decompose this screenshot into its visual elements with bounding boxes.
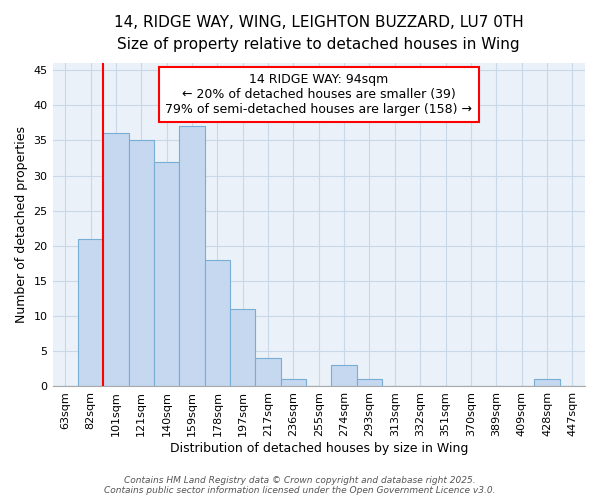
Bar [534, 380, 560, 386]
X-axis label: Distribution of detached houses by size in Wing: Distribution of detached houses by size … [170, 442, 468, 455]
Bar [128, 140, 154, 386]
Bar [205, 260, 230, 386]
Title: 14, RIDGE WAY, WING, LEIGHTON BUZZARD, LU7 0TH
Size of property relative to deta: 14, RIDGE WAY, WING, LEIGHTON BUZZARD, L… [114, 15, 524, 52]
Bar [256, 358, 281, 386]
Text: Contains HM Land Registry data © Crown copyright and database right 2025.
Contai: Contains HM Land Registry data © Crown c… [104, 476, 496, 495]
Text: 14 RIDGE WAY: 94sqm
← 20% of detached houses are smaller (39)
79% of semi-detach: 14 RIDGE WAY: 94sqm ← 20% of detached ho… [165, 73, 472, 116]
Bar [154, 162, 179, 386]
Bar [331, 366, 357, 386]
Y-axis label: Number of detached properties: Number of detached properties [15, 126, 28, 324]
Bar [281, 380, 306, 386]
Bar [230, 309, 256, 386]
Bar [103, 134, 128, 386]
Bar [179, 126, 205, 386]
Bar [357, 380, 382, 386]
Bar [78, 239, 103, 386]
